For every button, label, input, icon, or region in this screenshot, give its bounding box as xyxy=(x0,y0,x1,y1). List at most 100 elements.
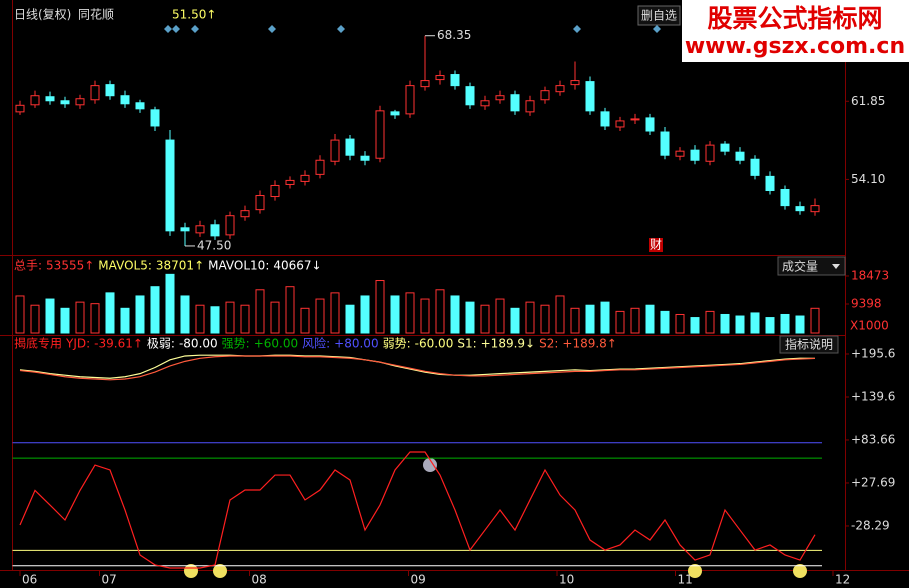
volume-bar xyxy=(615,310,625,334)
series-line xyxy=(19,451,816,569)
candle-body xyxy=(630,118,640,121)
candle-body xyxy=(750,158,760,176)
candle-body xyxy=(570,80,580,86)
candle-body xyxy=(45,96,55,102)
volume-bar xyxy=(795,315,805,334)
dropdown[interactable] xyxy=(777,256,846,276)
candle-body xyxy=(765,175,775,191)
y-tick-label: 61.85 xyxy=(851,94,885,108)
volume-bar xyxy=(705,310,715,334)
legend-text: 风险: xyxy=(302,336,330,351)
candle-body xyxy=(255,195,265,211)
button-label[interactable]: 删自选 xyxy=(641,9,677,23)
volume-bar xyxy=(675,313,685,334)
legend-text: +80.00 xyxy=(334,337,378,351)
button[interactable] xyxy=(637,5,681,26)
volume-bar xyxy=(90,303,100,334)
x-tick-label: 08 xyxy=(252,573,267,587)
event-marker: 财 xyxy=(650,238,662,252)
volume-bar xyxy=(330,292,340,334)
legend-text: +189.8↑ xyxy=(562,337,616,351)
volume-bar xyxy=(585,304,595,334)
candle-body xyxy=(420,80,430,88)
legend-text: 极弱: xyxy=(147,337,175,351)
legend-text: +60.00 xyxy=(254,337,298,351)
annotation: 47.50 xyxy=(197,238,231,252)
legend-text: MAVOL5: xyxy=(98,259,152,273)
candle-body xyxy=(675,150,685,157)
candle-body xyxy=(330,139,340,162)
y-tick-label: +83.66 xyxy=(851,432,895,446)
candle-body xyxy=(15,104,25,113)
candle-body xyxy=(375,110,385,159)
candle-body xyxy=(660,131,670,156)
legend-text: 53555↑ xyxy=(46,259,94,273)
volume-bar xyxy=(735,315,745,334)
button[interactable] xyxy=(779,335,839,354)
candle-body xyxy=(435,75,445,81)
candle-body xyxy=(465,86,475,106)
candle-body xyxy=(555,85,565,93)
volume-bar xyxy=(60,307,70,334)
volume-bar xyxy=(15,295,25,334)
watermark-url: www.gszx.com.cn xyxy=(685,34,905,59)
legend-text: YJD: xyxy=(65,337,90,351)
button-label[interactable]: 指标说明 xyxy=(785,337,833,352)
volume-bar xyxy=(195,304,205,334)
volume-bar xyxy=(450,295,460,334)
dropdown-arrow[interactable] xyxy=(832,264,840,269)
candle-body xyxy=(585,81,595,112)
candle-body xyxy=(360,155,370,161)
volume-bar xyxy=(645,304,655,334)
volume-bar xyxy=(660,310,670,334)
candle-body xyxy=(615,120,625,128)
watermark-bg xyxy=(682,0,909,62)
legend-text: 38701↑ xyxy=(156,259,204,273)
candle-body xyxy=(600,111,610,127)
y-tick-label: -28.29 xyxy=(851,518,890,532)
candle-body xyxy=(345,138,355,156)
volume-bar xyxy=(720,313,730,334)
volume-bar xyxy=(570,307,580,334)
dropdown-label[interactable]: 成交量 xyxy=(782,259,818,274)
volume-bar xyxy=(30,304,40,334)
volume-bar xyxy=(255,289,265,334)
volume-bar xyxy=(135,295,145,334)
candle-body xyxy=(390,111,400,116)
legend-text: S1: xyxy=(457,337,476,351)
legend-text: 揭底专用 xyxy=(14,336,62,351)
y-tick-label: +139.6 xyxy=(851,390,895,404)
volume-bar xyxy=(165,273,175,334)
volume-bar xyxy=(225,301,235,334)
volume-bar xyxy=(690,317,700,334)
candle-body xyxy=(780,188,790,207)
volume-bar xyxy=(630,307,640,334)
x-tick-label: 06 xyxy=(22,573,37,587)
volume-bar xyxy=(555,295,565,334)
volume-bar xyxy=(105,292,115,334)
legend-text: -39.61↑ xyxy=(94,337,143,351)
candle-body xyxy=(210,224,220,237)
x-tick-label: 10 xyxy=(559,573,574,587)
x-tick-label: 09 xyxy=(411,573,426,587)
candle-body xyxy=(690,149,700,161)
candle-body xyxy=(150,109,160,127)
volume-bar xyxy=(75,301,85,334)
y-tick-label: +27.69 xyxy=(851,475,895,489)
y-tick-label: 18473 xyxy=(851,268,889,282)
candle-body xyxy=(645,117,655,132)
candle-body xyxy=(105,84,115,97)
volume-bar xyxy=(315,298,325,334)
volume-bar xyxy=(360,295,370,334)
candle-body xyxy=(480,100,490,107)
candle-body xyxy=(720,143,730,152)
x-tick-label: 12 xyxy=(835,573,850,587)
y-tick-label: 54.10 xyxy=(851,172,885,186)
period: 日线(复权) xyxy=(14,8,71,22)
candle-body xyxy=(270,184,280,198)
volume-bar xyxy=(540,304,550,334)
candle-body xyxy=(180,227,190,232)
volume-bar xyxy=(45,298,55,334)
legend-text: 总手: xyxy=(14,259,42,273)
candle-body xyxy=(540,90,550,101)
